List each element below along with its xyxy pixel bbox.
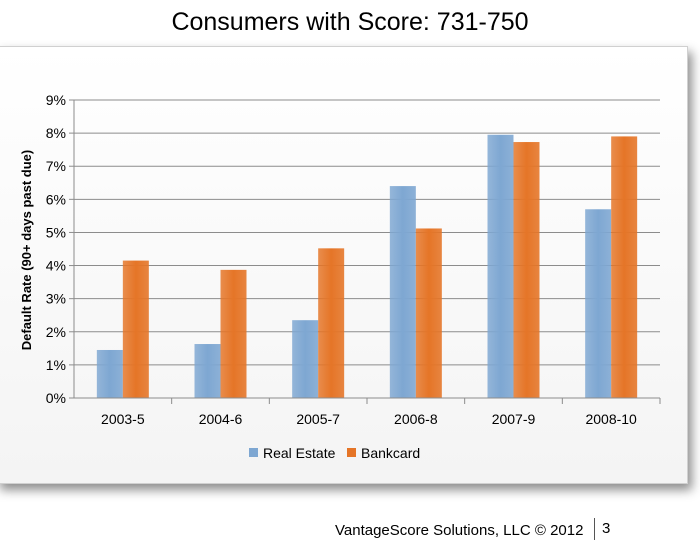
bar-bankcard-2005-7 <box>318 248 345 398</box>
y-axis-ticks: 0% 1% 2% 3% 4% 5% 6% 7% 8% 9% <box>46 92 74 406</box>
y-tick-label: 6% <box>46 191 66 207</box>
bar-real-estate-2008-10 <box>585 209 612 398</box>
bar-bankcard-2008-10 <box>611 136 638 398</box>
x-tick-label: 2006-8 <box>394 411 438 427</box>
chart-panel: 0% 1% 2% 3% 4% 5% 6% 7% 8% 9% 2003-5 2004-6 2005-7 2… <box>0 46 688 484</box>
bar-bankcard-2003-5 <box>122 260 149 398</box>
bar-real-estate-2004-6 <box>194 344 221 398</box>
slide-title: Consumers with Score: 731-750 <box>171 8 529 36</box>
legend-swatch-bankcard <box>347 448 356 457</box>
x-tick-label: 2003-5 <box>101 411 145 427</box>
y-tick-label: 0% <box>46 390 66 406</box>
legend-label: Bankcard <box>361 445 420 461</box>
y-tick-label: 8% <box>46 125 66 141</box>
y-axis-title: Default Rate (90+ days past due) <box>19 150 34 350</box>
bar-real-estate-2007-9 <box>487 134 514 398</box>
legend-swatch-real-estate <box>249 448 258 457</box>
x-tick-label: 2007-9 <box>492 411 536 427</box>
x-tick-label: 2004-6 <box>199 411 243 427</box>
y-tick-label: 7% <box>46 158 66 174</box>
x-tick-label: 2005-7 <box>296 411 340 427</box>
bar-real-estate-2003-5 <box>96 349 123 398</box>
bar-real-estate-2006-8 <box>389 186 416 398</box>
legend: Real Estate Bankcard <box>249 445 420 461</box>
x-axis-ticks: 2003-5 2004-6 2005-7 2006-8 2007-9 2008-10 <box>74 397 661 427</box>
legend-label: Real Estate <box>263 445 336 461</box>
bars <box>96 134 638 398</box>
footer-copyright: VantageScore Solutions, LLC © 2012 <box>335 522 584 539</box>
y-tick-label: 3% <box>46 291 66 307</box>
footer-divider <box>594 518 595 540</box>
x-tick-label: 2008-10 <box>585 411 637 427</box>
y-tick-label: 1% <box>46 357 66 373</box>
bar-bankcard-2007-9 <box>513 142 540 398</box>
y-tick-label: 9% <box>46 92 66 108</box>
bar-real-estate-2005-7 <box>292 320 319 398</box>
bar-bankcard-2006-8 <box>415 228 442 398</box>
y-tick-label: 4% <box>46 258 66 274</box>
y-tick-label: 2% <box>46 324 66 340</box>
y-tick-label: 5% <box>46 224 66 240</box>
bar-bankcard-2004-6 <box>220 269 247 398</box>
page-number: 3 <box>602 520 611 537</box>
bar-chart: 0%1%2%3%4%5%6%7%8%9% 2003-5 2004-6 2005-7 2… <box>19 92 661 461</box>
gridlines <box>73 99 660 399</box>
